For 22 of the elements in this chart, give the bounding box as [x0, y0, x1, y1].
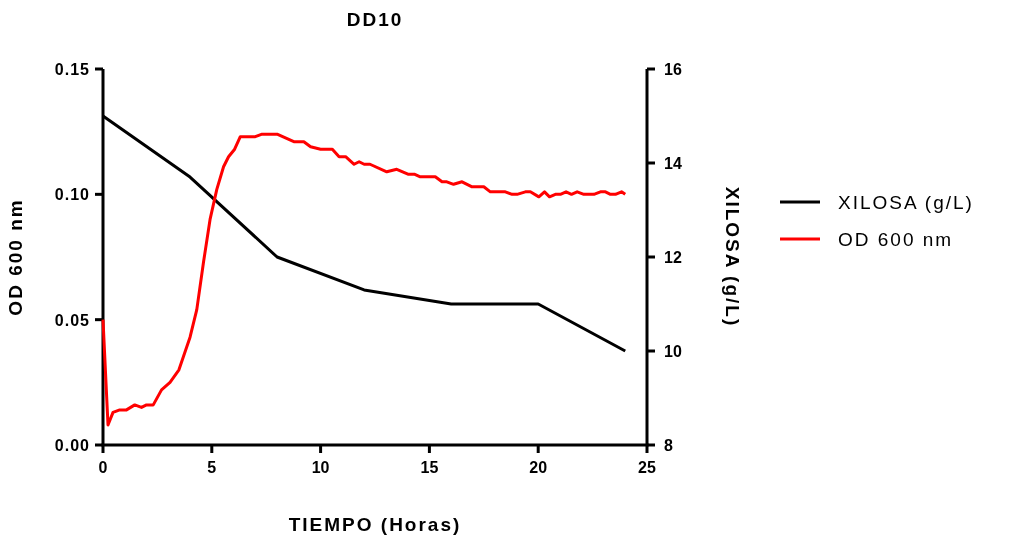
y-tick-label: 0.10: [54, 186, 90, 204]
chart-title: DD10: [346, 9, 404, 30]
x-tick-label: 5: [207, 459, 217, 476]
y-tick-label: 0.00: [54, 437, 90, 454]
x-tick-label: 0: [98, 459, 108, 476]
line-series: [101, 132, 627, 427]
y-tick-label: 0.05: [54, 311, 90, 329]
x-tick-label: 15: [420, 459, 439, 476]
x-tick-label: 20: [529, 459, 548, 476]
legend-label: OD 600 nm: [838, 229, 954, 250]
x-axis-title: TIEMPO (Horas): [288, 514, 462, 535]
y2-tick-label: 12: [664, 249, 682, 266]
y-axis-title: OD 600 nm: [5, 198, 26, 316]
x-tick-label: 10: [311, 459, 330, 476]
y2-tick-label: 10: [664, 343, 682, 360]
y2-tick-label: 14: [664, 155, 682, 172]
legend-label: XILOSA (g/L): [838, 192, 974, 213]
y2-tick-label: 16: [664, 61, 682, 78]
y2-tick-label: 8: [664, 437, 673, 454]
x-tick-label: 25: [638, 459, 656, 476]
y2-axis-title: XILOSA (g/L): [722, 186, 743, 328]
y-tick-label: 0.15: [54, 61, 90, 78]
